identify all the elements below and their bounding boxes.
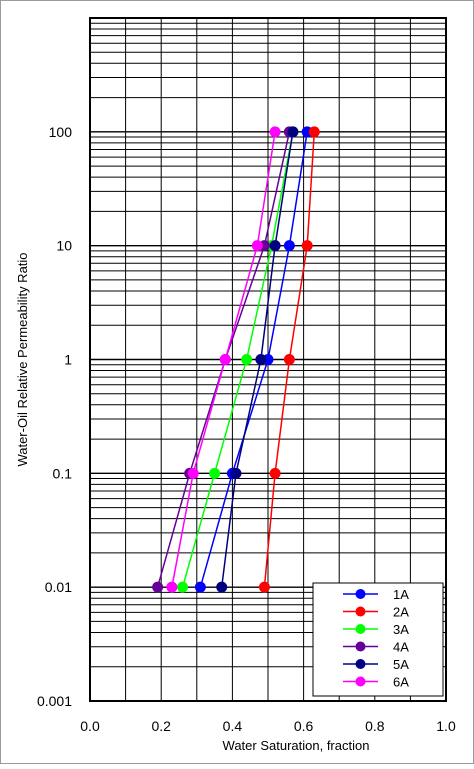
data-point [219,354,231,365]
legend-item-6A: 6A [343,675,409,690]
legend-item-5A: 5A [343,657,409,672]
data-point [177,581,189,593]
series-6A [166,126,281,593]
x-axis-label: Water Saturation, fraction [223,738,370,753]
legend-label: 2A [393,605,409,620]
legend-marker [355,641,366,652]
data-point [152,581,164,593]
y-tick-label: 0.001 [37,693,72,709]
data-point [269,126,281,138]
legend-item-2A: 2A [343,605,409,620]
legend-item-1A: 1A [343,587,409,602]
x-tick-label: 0.4 [223,718,243,734]
legend-marker [355,676,366,687]
legend-item-3A: 3A [343,622,409,637]
y-tick-labels: 0.001 0.01 0.1 1 10 100 [37,124,72,709]
data-point [166,581,178,593]
x-tick-label: 0.0 [80,718,100,734]
data-point [308,126,320,138]
data-point [287,126,299,138]
x-tick-label: 1.0 [436,718,456,734]
legend-box [312,582,444,697]
legend-marker [355,589,366,599]
x-tick-label: 0.8 [365,718,385,734]
x-tick-label: 0.6 [294,718,314,734]
legend-label: 4A [393,640,409,655]
y-tick-label: 1 [64,352,72,368]
data-point [216,581,228,593]
legend-item-4A: 4A [343,640,409,655]
data-point [283,354,295,365]
series-5A [216,126,299,593]
y-tick-label: 100 [49,124,73,140]
data-point [187,467,199,479]
y-tick-label: 0.1 [53,465,73,481]
legend-marker [355,606,366,617]
data-point [241,354,253,365]
data-point [255,354,267,365]
x-tick-labels: 0.0 0.2 0.4 0.6 0.8 1.0 [80,718,456,734]
data-point [258,581,270,593]
data-point [194,581,206,593]
legend: 1A 2A 3A 4A 5A 6A [312,582,444,697]
data-point [269,467,281,479]
series-layer [152,126,320,593]
y-tick-label: 0.01 [45,579,72,595]
legend-marker [355,659,366,669]
data-point [230,467,242,479]
x-tick-label: 0.2 [151,718,171,734]
legend-marker [355,624,366,634]
data-point [283,240,295,252]
legend-label: 1A [393,587,409,602]
y-axis-label: Water-Oil Relative Permeability Ratio [15,252,30,466]
legend-label: 3A [393,622,409,637]
legend-label: 5A [393,657,409,672]
y-tick-label: 10 [56,238,72,254]
data-point [209,467,221,479]
series-2A [258,126,320,593]
data-point [251,240,263,252]
data-point [301,240,313,252]
data-point [269,240,281,252]
legend-label: 6A [393,675,409,690]
plot-area [89,17,447,702]
